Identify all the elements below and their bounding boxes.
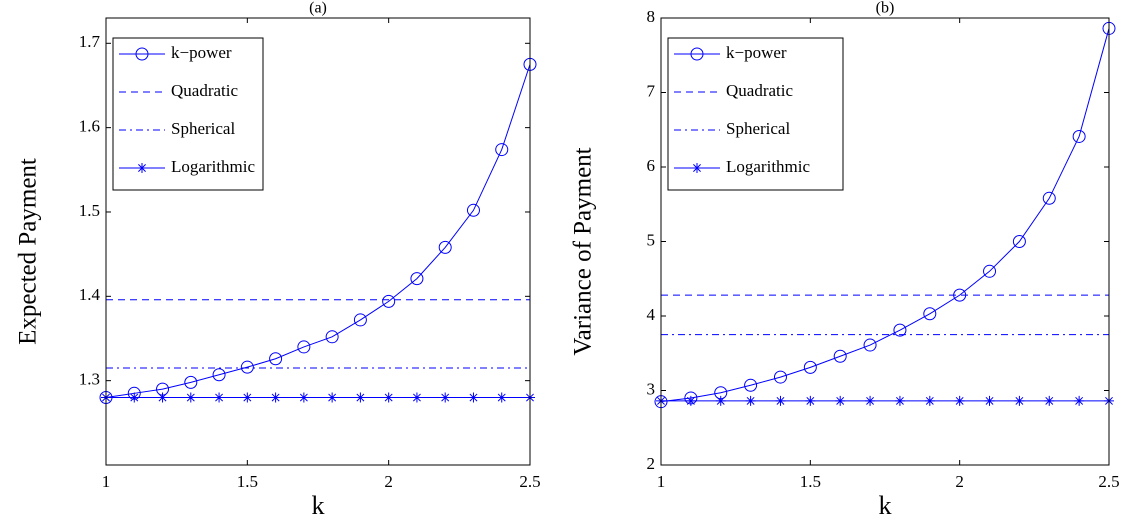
marker-star <box>129 392 140 403</box>
legend-label: k−power <box>171 43 232 62</box>
marker-star <box>298 392 309 403</box>
marker-circle <box>893 323 907 337</box>
x-axis-label: k <box>312 491 325 520</box>
y-tick-label: 7 <box>647 81 656 100</box>
marker-star <box>805 395 816 406</box>
marker-circle <box>803 360 817 374</box>
marker-circle <box>269 352 283 366</box>
marker-circle <box>495 143 509 157</box>
legend-label: Quadratic <box>726 81 793 100</box>
y-tick-label: 6 <box>647 156 656 175</box>
marker-circle <box>466 203 480 217</box>
marker-star <box>715 395 726 406</box>
y-tick-label: 2 <box>647 454 656 473</box>
marker-circle <box>325 330 339 344</box>
x-tick-label: 1 <box>102 472 111 491</box>
series-line <box>105 64 531 399</box>
legend-label: Spherical <box>726 119 790 138</box>
marker-circle <box>353 313 367 327</box>
y-tick-label: 1.6 <box>79 117 100 136</box>
y-tick-label: 5 <box>647 230 656 249</box>
x-axis-label: k <box>879 491 892 520</box>
legend-label: Quadratic <box>171 81 238 100</box>
marker-star <box>137 163 147 173</box>
marker-circle <box>833 349 847 363</box>
x-tick-label: 2.5 <box>1098 472 1119 491</box>
marker-star <box>745 395 756 406</box>
marker-star <box>775 395 786 406</box>
marker-star <box>1014 395 1025 406</box>
y-axis-label: Variance of Payment <box>570 147 597 355</box>
subplot: 1 1.5 2 2.5 2 3 4 5 6 7 8 (b) k Variance of Payment k−… <box>570 0 1120 520</box>
y-tick-label: 1.3 <box>79 370 100 389</box>
marker-circle <box>382 294 396 308</box>
y-tick-label: 4 <box>647 305 656 324</box>
y-tick-label: 1.4 <box>79 285 101 304</box>
axes-box <box>105 17 531 466</box>
subplot-title: (a) <box>309 0 327 17</box>
axes-box <box>660 17 1110 466</box>
x-tick-label: 1.5 <box>237 472 258 491</box>
marker-star <box>157 392 168 403</box>
marker-circle <box>297 340 311 354</box>
legend: k−power Quadratic Spherical Logarithmic <box>112 37 264 191</box>
subplot: 1 1.5 2 2.5 1.3 1.4 1.5 1.6 1.7 (a) k Expected Paym… <box>15 0 541 520</box>
marker-circle <box>184 375 198 389</box>
marker-star <box>383 392 394 403</box>
y-tick-label: 1.7 <box>79 32 101 51</box>
legend-label: Spherical <box>171 119 235 138</box>
marker-star <box>496 392 507 403</box>
marker-circle <box>923 307 937 321</box>
legend-label: k−power <box>726 43 787 62</box>
marker-circle <box>438 240 452 254</box>
y-axis-label: Expected Payment <box>15 158 42 345</box>
marker-star <box>242 392 253 403</box>
marker-circle <box>863 338 877 352</box>
marker-star <box>954 395 965 406</box>
series-line <box>660 28 1110 403</box>
legend-label: Logarithmic <box>726 157 810 176</box>
legend-box <box>112 37 264 191</box>
x-tick-label: 1 <box>657 472 666 491</box>
marker-circle <box>983 264 997 278</box>
x-tick-label: 2 <box>955 472 964 491</box>
subplot-title: (b) <box>876 0 895 17</box>
marker-circle <box>1072 129 1086 143</box>
marker-circle <box>1012 235 1026 248</box>
y-tick-label: 3 <box>647 379 656 398</box>
marker-star <box>355 392 366 403</box>
x-tick-label: 1.5 <box>800 472 821 491</box>
marker-star <box>894 395 905 406</box>
marker-star <box>185 392 196 403</box>
marker-circle <box>240 360 254 374</box>
marker-circle <box>410 272 424 286</box>
marker-star <box>270 392 281 403</box>
x-tick-label: 2.5 <box>519 472 540 491</box>
marker-star <box>924 395 935 406</box>
marker-circle <box>212 368 226 382</box>
marker-star <box>865 395 876 406</box>
marker-star <box>1074 395 1085 406</box>
marker-star <box>1044 395 1055 406</box>
marker-star <box>411 392 422 403</box>
marker-star <box>468 392 479 403</box>
y-tick-label: 8 <box>647 7 656 26</box>
marker-circle <box>1042 191 1056 205</box>
marker-circle <box>773 370 787 384</box>
marker-star <box>984 395 995 406</box>
marker-star <box>835 395 846 406</box>
marker-star <box>214 392 225 403</box>
marker-star <box>440 392 451 403</box>
legend: k−power Quadratic Spherical Logarithmic <box>667 37 844 191</box>
marker-circle <box>135 47 149 61</box>
x-tick-label: 2 <box>384 472 393 491</box>
marker-circle <box>744 378 758 392</box>
legend-label: Logarithmic <box>171 157 255 176</box>
marker-star <box>685 395 696 406</box>
marker-circle <box>690 47 704 61</box>
marker-star <box>327 392 338 403</box>
y-tick-label: 1.5 <box>79 201 100 220</box>
marker-star <box>692 163 702 173</box>
